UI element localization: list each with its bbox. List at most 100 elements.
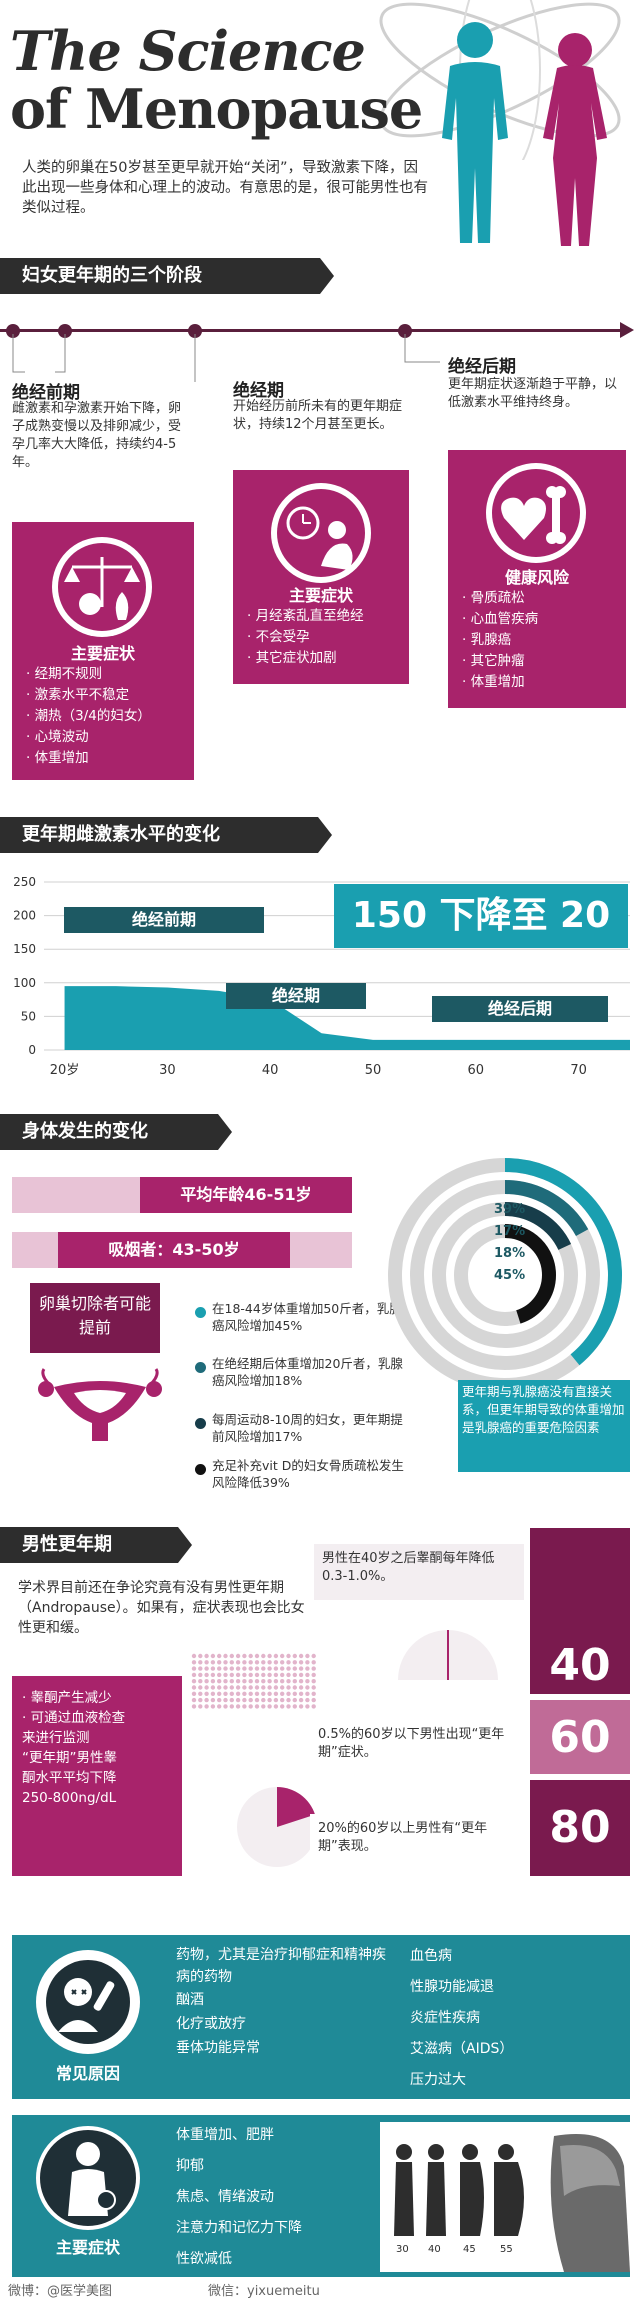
population-dot	[273, 1697, 279, 1703]
population-dot	[229, 1672, 234, 1678]
male-stat2-text: 20%的60岁以上男性有“更年期”表现。	[318, 1821, 488, 1854]
population-dot	[248, 1653, 253, 1659]
silhouette-age-30: 30	[396, 2244, 409, 2255]
population-dot	[261, 1660, 266, 1665]
population-dot	[280, 1653, 285, 1659]
population-dot	[191, 1704, 197, 1709]
list-item: 心境波动	[26, 727, 190, 748]
population-dot	[242, 1704, 247, 1709]
male-stat1-text: 0.5%的60岁以下男性出现“更年期”症状。	[318, 1727, 505, 1760]
population-dot	[261, 1704, 266, 1709]
population-dot	[292, 1679, 297, 1684]
population-dot	[305, 1666, 310, 1671]
population-dot	[311, 1704, 316, 1709]
population-dot	[210, 1685, 216, 1690]
population-dot	[261, 1653, 266, 1659]
population-dot	[280, 1691, 285, 1696]
list-item: 酗酒	[176, 1992, 204, 2008]
section-heading-male: 男性更年期	[0, 1527, 192, 1563]
timeline-connectors	[12, 334, 440, 382]
population-dot	[248, 1666, 253, 1671]
list-item: 潮热（3/4的妇女）	[26, 706, 190, 727]
population-dot	[229, 1660, 234, 1665]
ring-arc	[388, 1158, 622, 1392]
list-item: 心血管疾病	[462, 609, 624, 630]
population-dot	[217, 1704, 222, 1709]
list-item: 炎症性疾病	[410, 2010, 480, 2026]
population-dot	[292, 1685, 297, 1690]
population-dot	[217, 1697, 222, 1703]
title-line-2: of Menopause	[10, 77, 423, 141]
population-dot	[242, 1679, 247, 1684]
population-dot	[311, 1672, 316, 1678]
population-dot	[223, 1679, 228, 1684]
stage-pre-text: 雌激素和孕激素开始下降，卵子成熟变慢以及排卵减少，受孕几率大大降低，持续约4-5…	[12, 401, 182, 470]
population-dot	[204, 1653, 209, 1659]
list-item: 注意力和记忆力下降	[176, 2220, 302, 2236]
ring-label-2: 17%	[494, 1224, 526, 1239]
population-dot	[210, 1697, 216, 1703]
male-figure-icon	[442, 22, 508, 243]
population-dot	[210, 1679, 216, 1684]
population-dot	[254, 1697, 260, 1703]
avg-age-label: 平均年龄46-51岁	[180, 1185, 312, 1204]
population-dot	[235, 1679, 241, 1684]
population-dot	[261, 1685, 266, 1690]
list-item: 垂体功能异常	[176, 2040, 260, 2056]
male-list-line-1: · 睾酮产生减少	[22, 1690, 112, 1706]
population-dot	[280, 1660, 285, 1665]
hormone-callout-text: 150 下降至 20	[351, 895, 611, 936]
list-item: 激素水平不稳定	[26, 685, 190, 706]
male-stat-pie-chart	[237, 1787, 317, 1867]
population-dot	[248, 1672, 253, 1678]
male-intro: 学术界目前还在争论究竟有没有男性更年期（Andropause）。如果有，症状表现…	[18, 1580, 305, 1636]
population-dot	[267, 1691, 272, 1696]
population-dot	[311, 1685, 316, 1690]
population-dot	[286, 1660, 291, 1665]
population-dot	[204, 1691, 209, 1696]
population-dot	[305, 1697, 310, 1703]
x-tick-label: 70	[570, 1063, 587, 1078]
population-dot	[191, 1660, 197, 1665]
population-dot	[204, 1704, 209, 1709]
stage-meno-symptom-list: 月经紊乱直至绝经 不会受孕 其它症状加剧	[247, 606, 407, 669]
population-dot	[298, 1697, 304, 1703]
male-list-line-4: “更年期”男性睾	[22, 1750, 117, 1766]
population-dot	[267, 1685, 272, 1690]
chart-label-post-box	[432, 996, 608, 1022]
population-dot	[204, 1679, 209, 1684]
list-item: 抑郁	[176, 2158, 204, 2174]
population-dot	[286, 1691, 291, 1696]
population-dot	[198, 1666, 203, 1671]
stage-post-text: 更年期症状逐渐趋于平静，以低激素水平维持终身。	[448, 377, 618, 410]
population-dot	[191, 1666, 197, 1671]
population-dot	[210, 1660, 216, 1665]
population-dot	[298, 1660, 304, 1665]
chart-label-meno-text: 绝经期	[271, 986, 320, 1005]
x-tick-label: 40	[262, 1063, 279, 1078]
title-line-1: The Science	[10, 19, 366, 83]
ring-arc	[454, 1224, 556, 1326]
timeline-arrow	[620, 322, 634, 338]
population-dot	[254, 1672, 260, 1678]
silhouette-age-45: 45	[463, 2244, 476, 2255]
population-dot	[298, 1704, 304, 1709]
clock-baby-icon	[271, 483, 371, 583]
population-dot	[223, 1660, 228, 1665]
population-dot	[254, 1691, 260, 1696]
list-item: 体重增加	[462, 672, 624, 693]
stat-dot-3	[195, 1418, 206, 1429]
male-drop-box: 男性在40岁之后睾酮每年降低0.3-1.0%。	[314, 1544, 524, 1600]
population-dot	[261, 1691, 266, 1696]
population-dot	[191, 1691, 197, 1696]
population-dot	[248, 1685, 253, 1690]
population-dot	[223, 1672, 228, 1678]
stage-meno-text: 开始经历前所未有的更年期症状，持续12个月甚至更长。	[233, 399, 403, 432]
stressed-person-icon	[68, 2142, 116, 2216]
x-tick-label: 30	[159, 1063, 176, 1078]
x-tick-label: 60	[468, 1063, 485, 1078]
symptoms-list: 体重增加、肥胖 抑郁 焦虑、情绪波动 注意力和记忆力下降 性欲减低	[176, 2120, 386, 2275]
list-item: 性欲减低	[176, 2251, 232, 2267]
population-dot	[280, 1704, 285, 1709]
smoker-bar	[58, 1232, 290, 1268]
